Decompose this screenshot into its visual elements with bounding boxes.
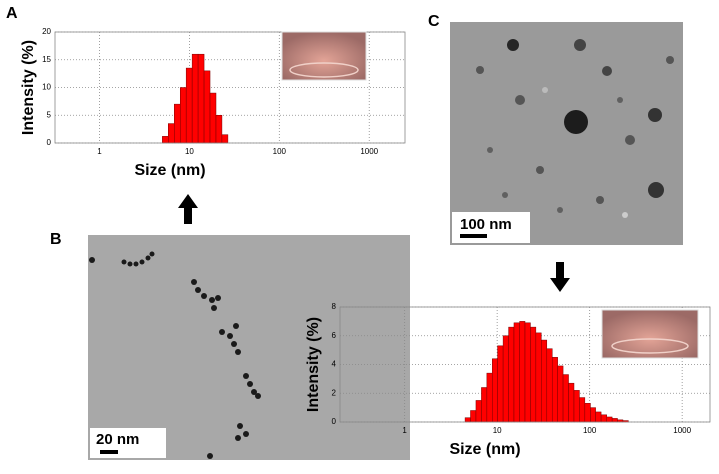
bar [203,70,211,144]
bar [551,357,558,423]
bar [209,92,217,144]
micrograph-c: 100 nm [450,22,683,245]
panel-label: C [428,13,440,30]
bar [513,322,520,423]
bar [590,407,596,423]
x-tick-label: 1 [402,426,407,435]
x-axis-label: Size (nm) [134,162,205,179]
micrograph-b: 20 nm [88,235,410,460]
bar [486,372,493,423]
x-tick-label: 1 [97,147,102,156]
bar [568,382,575,423]
bar [497,345,504,423]
y-tick-label: 5 [47,110,52,119]
arrow [550,262,570,292]
y-tick-label: 10 [42,83,51,92]
bar [174,103,181,144]
bar [481,387,488,423]
y-axis-label: Intensity (%) [305,317,322,412]
bar [221,134,229,144]
y-tick-label: 8 [332,302,337,311]
bar [162,136,169,144]
bar [584,403,591,423]
bar [524,322,531,423]
panel-label: B [50,231,62,248]
bar [470,410,477,423]
x-tick-label: 10 [185,147,194,156]
y-tick-label: 6 [332,331,337,340]
bar [519,321,526,423]
bar [502,335,509,423]
bar [191,53,199,144]
bar [197,53,205,144]
bar [215,115,223,144]
panel-label: A [6,5,18,22]
bar [562,374,569,423]
bar [168,123,175,144]
bar [546,348,553,423]
x-tick-label: 1000 [673,426,691,435]
cuvette-photo [601,309,699,359]
y-tick-label: 0 [47,138,52,147]
y-tick-label: 2 [332,388,337,397]
y-tick-label: 15 [42,55,51,64]
x-axis-label: Size (nm) [449,441,520,458]
scale-bar-label: 100 nm [460,216,512,233]
x-tick-label: 1000 [360,147,378,156]
bar [611,418,618,423]
bar [179,87,187,144]
bar [185,67,193,144]
y-axis-label: Intensity (%) [20,40,37,135]
bar [595,411,602,423]
x-tick-label: 10 [493,426,502,435]
plot-frame [339,306,711,423]
y-tick-label: 20 [42,27,51,36]
bar [508,326,515,423]
bar [492,358,498,423]
plot-frame [54,31,406,144]
cuvette-photo [281,31,367,81]
bar [530,326,537,423]
bar [606,416,613,423]
bar [475,400,482,423]
y-tick-label: 4 [332,360,337,369]
bar [579,397,586,423]
bar [600,414,607,423]
bar [535,332,542,423]
bar [541,339,548,423]
y-tick-label: 0 [332,417,337,426]
bar [464,417,471,423]
scale-bar-label: 20 nm [96,431,139,448]
arrow [178,194,198,224]
x-tick-label: 100 [273,147,287,156]
bar [557,365,564,423]
x-tick-label: 100 [583,426,597,435]
bar [573,390,580,423]
